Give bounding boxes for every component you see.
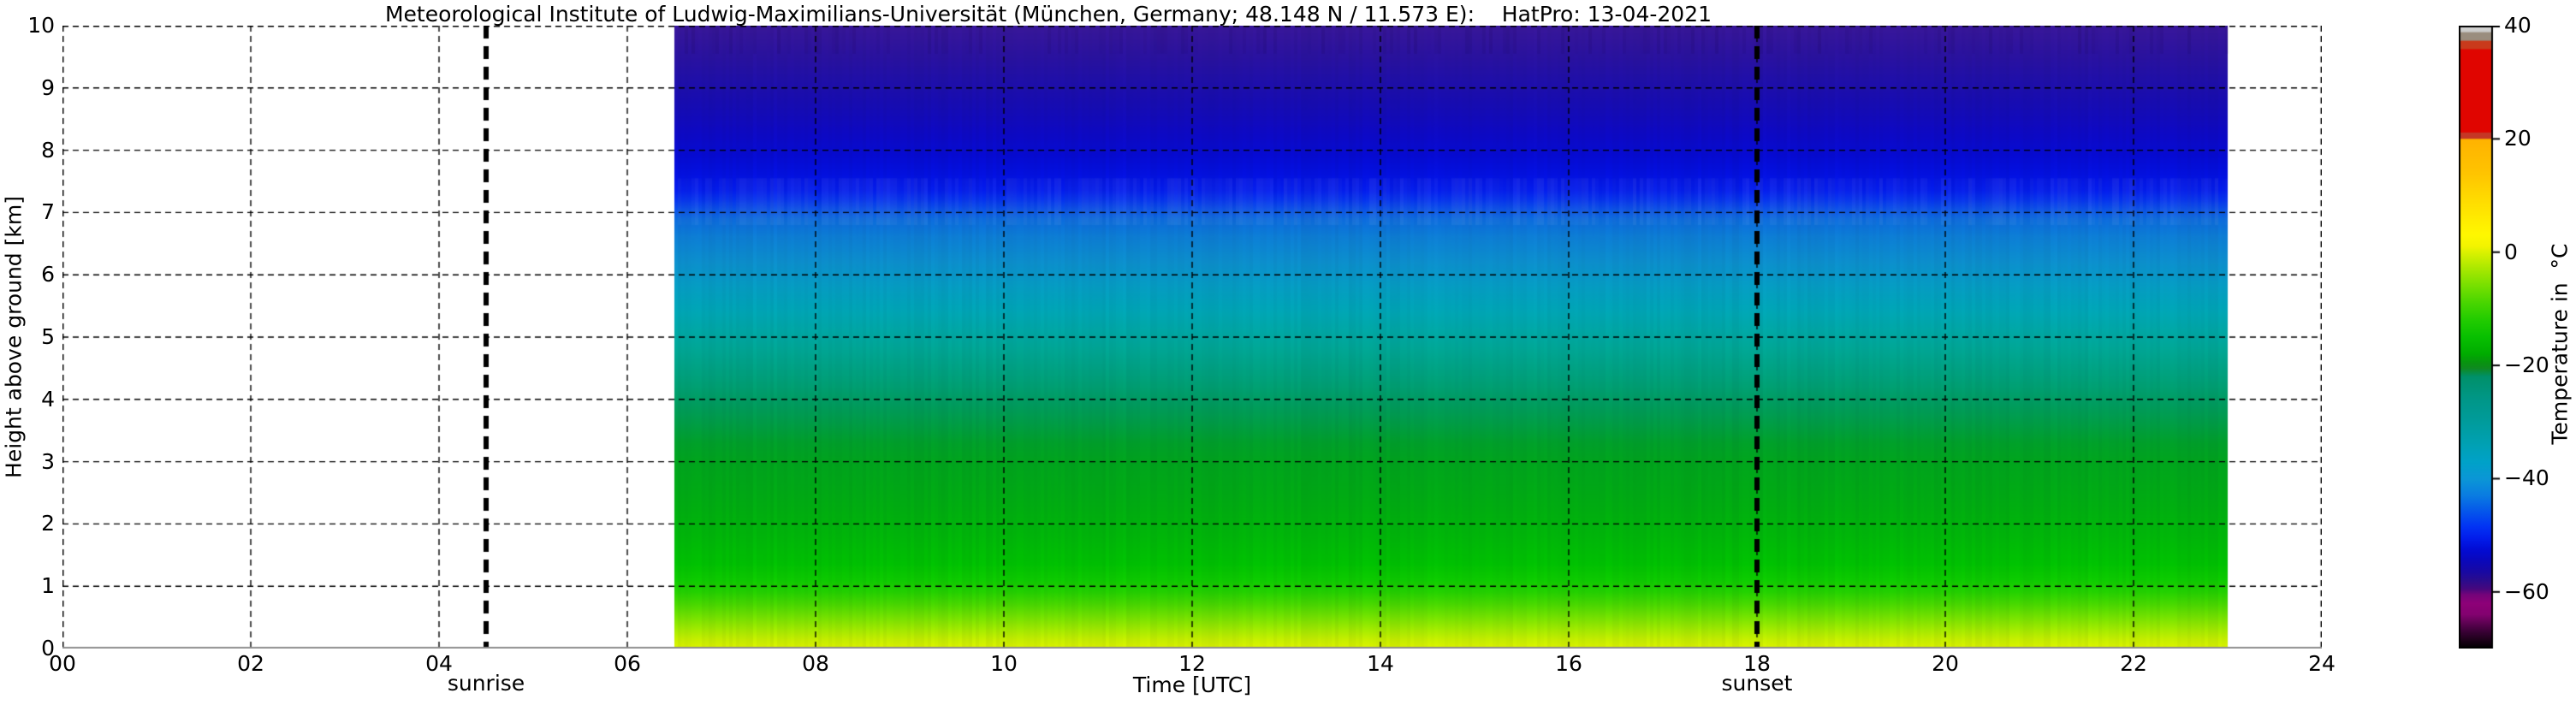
y-tick-label: 10 (27, 13, 55, 38)
heatmap-canvas (62, 26, 2322, 649)
x-tick-label: 08 (802, 651, 829, 676)
x-tick-label: 00 (49, 651, 76, 676)
x-tick-label: 18 (1743, 651, 1771, 676)
y-tick-label: 6 (41, 262, 55, 287)
x-tick-label: 20 (1932, 651, 1959, 676)
x-tick-label: 02 (237, 651, 264, 676)
colorbar-tick-label: 0 (2504, 239, 2518, 264)
y-tick-label: 3 (41, 448, 55, 474)
y-tick-label: 2 (41, 511, 55, 536)
colorbar-tick-label: −20 (2504, 352, 2549, 378)
x-tick-label: 22 (2120, 651, 2147, 676)
x-tick-label: 24 (2308, 651, 2336, 676)
sunset-label: sunset (1721, 671, 1793, 696)
x-tick-label: 10 (990, 651, 1018, 676)
colorbar-tick-label: 20 (2504, 126, 2531, 151)
x-axis-label: Time [UTC] (1132, 672, 1252, 697)
colorbar-label: Temperature in °C (2547, 243, 2573, 445)
sunrise-label: sunrise (447, 671, 525, 696)
y-tick-label: 9 (41, 74, 55, 100)
y-tick-label: 4 (41, 386, 55, 412)
colorbar-tick-label: 40 (2504, 13, 2531, 38)
y-tick-label: 7 (41, 199, 55, 225)
y-tick-label: 5 (41, 324, 55, 349)
y-tick-label: 0 (41, 636, 55, 661)
colorbar-tick-label: −40 (2504, 465, 2549, 491)
x-tick-label: 14 (1367, 651, 1394, 676)
colorbar-tick-label: −60 (2504, 578, 2549, 604)
x-tick-label: 04 (425, 651, 453, 676)
x-tick-label: 16 (1555, 651, 1582, 676)
x-tick-label: 12 (1178, 651, 1206, 676)
x-tick-label: 06 (614, 651, 641, 676)
colorbar-canvas (2459, 26, 2502, 649)
y-tick-label: 1 (41, 573, 55, 599)
y-tick-label: 8 (41, 137, 55, 163)
chart-title: Meteorological Institute of Ludwig-Maxim… (384, 2, 1712, 27)
